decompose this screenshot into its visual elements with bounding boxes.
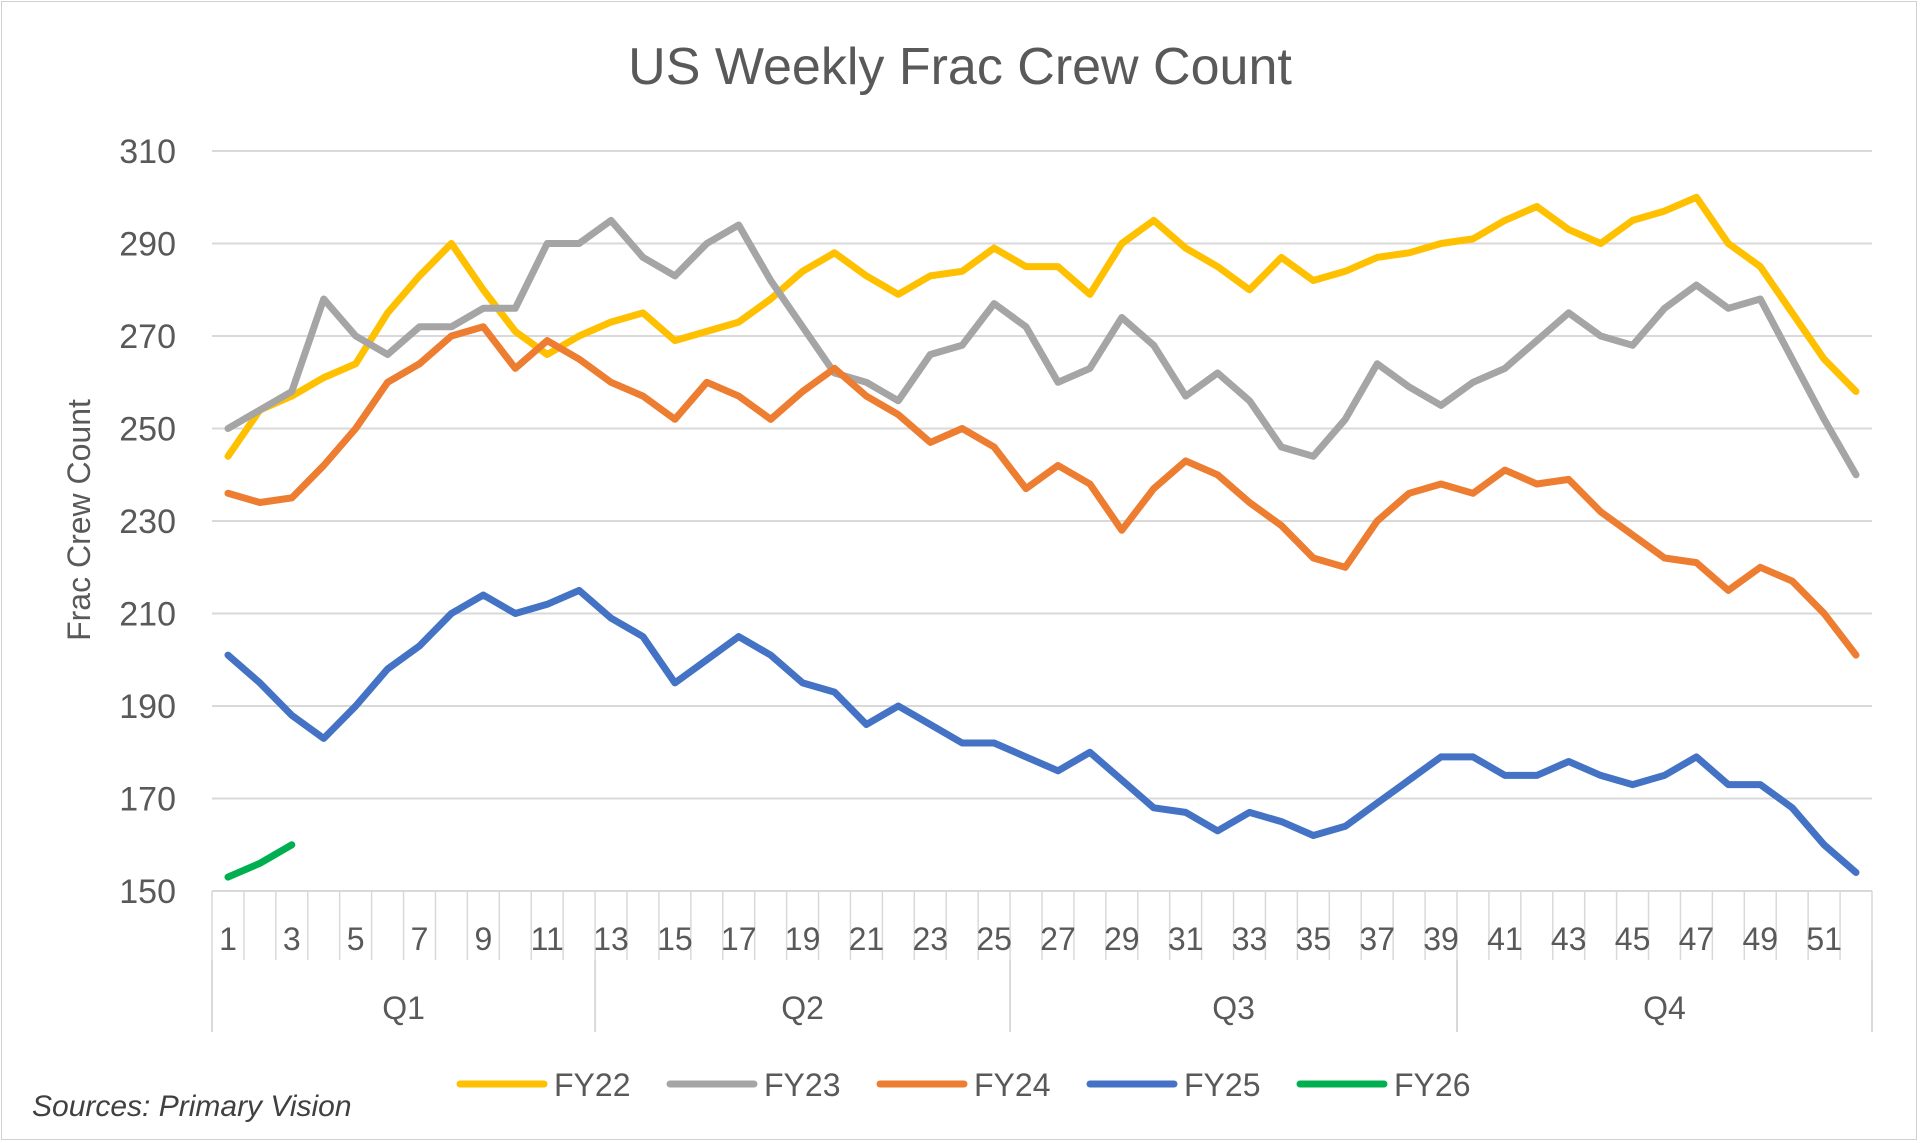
x-tick-label: 5 [347, 921, 365, 957]
y-tick-label: 270 [119, 318, 176, 356]
x-tick-label: 21 [849, 921, 885, 957]
y-tick-label: 170 [119, 781, 176, 819]
series-line-fy24 [224, 323, 1860, 659]
x-tick-label: 23 [912, 921, 948, 957]
x-tick-label: 45 [1615, 921, 1651, 957]
x-tick-label: 51 [1806, 921, 1842, 957]
legend-item-fy25: FY25 [1086, 1067, 1260, 1103]
x-tick-label: 15 [657, 921, 693, 957]
legend-item-fy23: FY23 [666, 1067, 840, 1103]
quarter-label-q3: Q3 [1212, 990, 1255, 1026]
legend-label: FY23 [764, 1067, 840, 1103]
series-line-fy23 [224, 216, 1860, 479]
series-line-fy25 [224, 586, 1860, 876]
series-line-fy26 [224, 841, 296, 881]
x-tick-label: 3 [283, 921, 301, 957]
y-tick-label: 250 [119, 411, 176, 449]
x-tick-label: 27 [1040, 921, 1076, 957]
x-tick-label: 13 [593, 921, 629, 957]
y-tick-label: 230 [119, 503, 176, 541]
x-tick-label: 11 [531, 921, 564, 957]
legend-item-fy26: FY26 [1296, 1067, 1470, 1103]
x-tick-label: 9 [474, 921, 492, 957]
legend-label: FY26 [1394, 1067, 1470, 1103]
legend: FY22 FY23 FY24 FY25 FY26 [456, 1067, 1470, 1103]
legend-label: FY25 [1184, 1067, 1260, 1103]
y-tick-label: 290 [119, 226, 176, 264]
quarter-label-q4: Q4 [1643, 990, 1686, 1026]
x-tick-label: 19 [785, 921, 821, 957]
x-tick-label: 7 [411, 921, 429, 957]
legend-item-fy22: FY22 [456, 1067, 630, 1103]
x-tick-label: 43 [1551, 921, 1587, 957]
series-lines [224, 193, 1860, 881]
legend-label: FY22 [554, 1067, 630, 1103]
y-tick-label: 310 [119, 133, 176, 171]
legend-item-fy24: FY24 [876, 1067, 1050, 1103]
y-tick-label: 150 [119, 873, 176, 911]
chart-title: US Weekly Frac Crew Count [628, 38, 1292, 96]
x-tick-label: 33 [1232, 921, 1268, 957]
x-tick-label: 49 [1742, 921, 1778, 957]
x-tick-label: 37 [1359, 921, 1395, 957]
x-tick-label: 29 [1104, 921, 1140, 957]
y-tick-label: 210 [119, 596, 176, 634]
x-tick-label: 1 [219, 921, 237, 957]
y-axis-label: Frac Crew Count [61, 399, 97, 641]
x-tick-label: 25 [976, 921, 1012, 957]
x-axis: 1 3 5 7 9 11 13 15 17 19 21 23 25 27 29 31 33 35 37 39 41 43 4… [211, 890, 1873, 1032]
x-tick-label: 39 [1423, 921, 1459, 957]
source-note: Sources: Primary Vision [32, 1090, 352, 1123]
quarter-label-q2: Q2 [781, 990, 824, 1026]
x-tick-label: 31 [1168, 921, 1204, 957]
x-tick-label: 41 [1487, 921, 1523, 957]
x-tick-label: 17 [721, 921, 757, 957]
x-tick-label: 47 [1679, 921, 1715, 957]
x-tick-label: 35 [1296, 921, 1332, 957]
quarter-label-q1: Q1 [382, 990, 425, 1026]
y-tick-label: 190 [119, 688, 176, 726]
legend-label: FY24 [974, 1067, 1050, 1103]
